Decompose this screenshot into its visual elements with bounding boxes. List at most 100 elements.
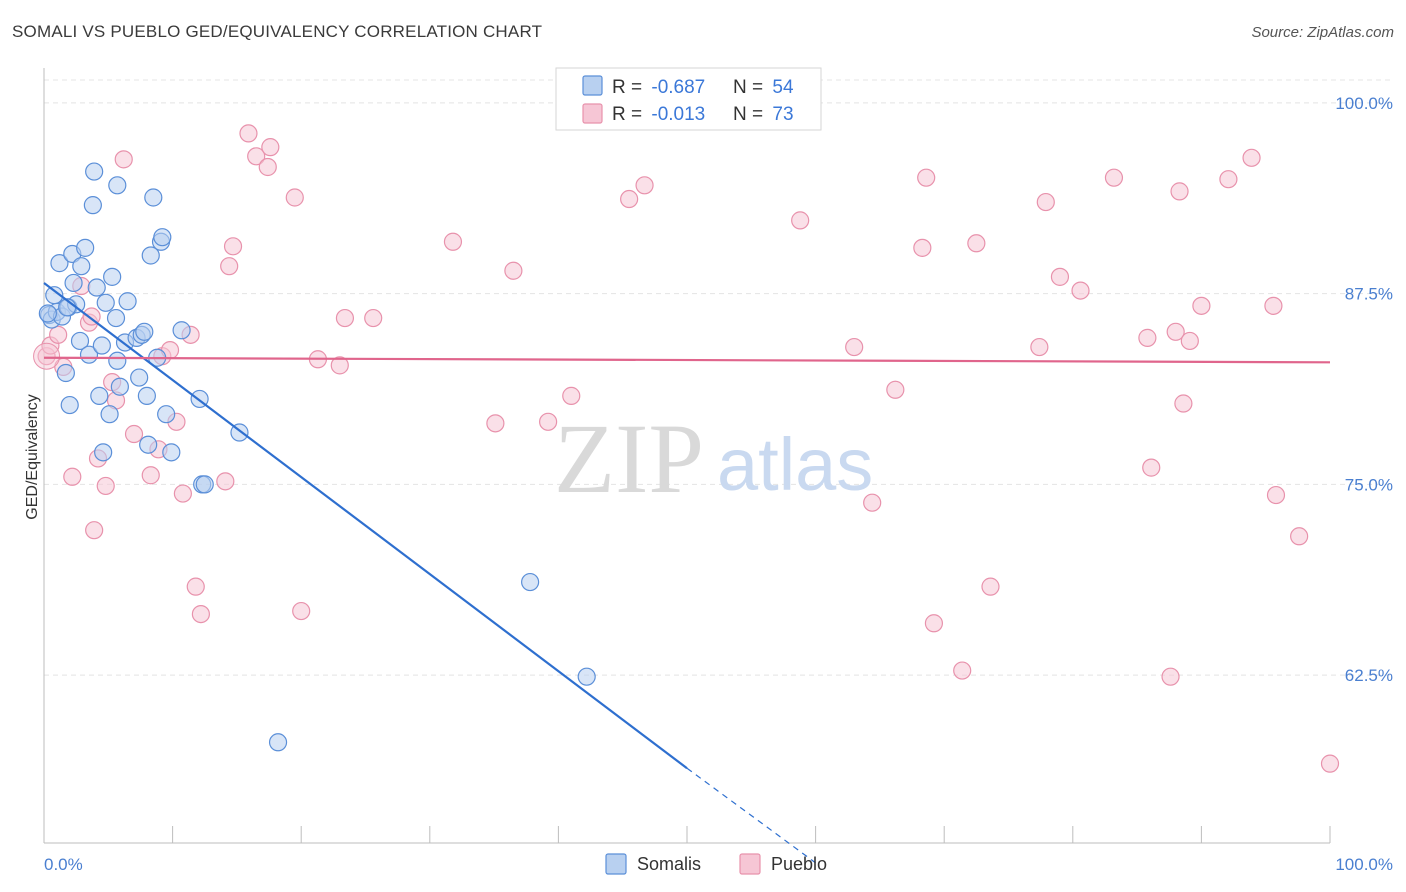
- data-point: [94, 443, 113, 462]
- data-point: [124, 424, 144, 444]
- data-point: [577, 667, 596, 686]
- data-point: [70, 331, 90, 351]
- data-point: [1030, 337, 1049, 357]
- legend-n-value: 73: [772, 104, 793, 125]
- x-tick-label-max: 100.0%: [1335, 855, 1393, 874]
- data-point: [64, 273, 83, 293]
- data-point: [443, 232, 463, 251]
- data-point: [562, 386, 581, 405]
- legend-n-label: N =: [733, 104, 768, 125]
- data-point: [106, 308, 126, 328]
- data-point: [141, 466, 160, 485]
- data-point: [216, 472, 235, 491]
- data-point: [90, 386, 109, 405]
- legend-n-label: N =: [733, 77, 768, 98]
- data-point: [63, 467, 82, 486]
- bottom-legend-label-pueblo: Pueblo: [771, 854, 827, 874]
- data-point: [913, 238, 932, 257]
- legend-box: R = -0.687 N = 54 R = -0.013 N = 73: [555, 67, 822, 131]
- data-point: [60, 395, 79, 415]
- data-point: [539, 412, 558, 431]
- legend-n-value: 54: [772, 77, 794, 98]
- data-point: [268, 733, 288, 752]
- data-point: [173, 484, 192, 503]
- data-point: [92, 336, 111, 355]
- data-point: [135, 322, 154, 341]
- y-tick-label: 75.0%: [1345, 475, 1393, 494]
- bottom-legend: Somalis Pueblo: [605, 853, 827, 875]
- data-point: [1192, 296, 1211, 315]
- data-point: [114, 150, 133, 169]
- legend-swatch-somalis: [582, 75, 603, 96]
- bottom-legend-swatch-pueblo: [739, 853, 761, 875]
- bottom-legend-swatch-somalis: [605, 853, 627, 875]
- data-point: [285, 188, 304, 207]
- data-point: [76, 238, 95, 257]
- data-point: [863, 493, 882, 512]
- data-point: [504, 261, 523, 280]
- data-point: [96, 476, 115, 496]
- data-point: [924, 614, 944, 633]
- data-point: [186, 577, 205, 596]
- data-point: [220, 257, 239, 276]
- chart-title: SOMALI VS PUEBLO GED/EQUIVALENCY CORRELA…: [12, 22, 543, 41]
- legend-row-pueblo: R = -0.013: [612, 104, 705, 125]
- data-point: [1180, 331, 1199, 351]
- data-point: [258, 157, 277, 177]
- data-point: [130, 368, 149, 387]
- data-point: [139, 435, 158, 454]
- data-point: [100, 405, 119, 424]
- trend-line-pueblo: [43, 356, 1331, 364]
- legend-r-label: R =: [612, 77, 647, 98]
- data-point: [247, 147, 266, 166]
- legend-r-value: -0.687: [651, 77, 705, 98]
- legend-swatch-pueblo: [582, 103, 603, 124]
- legend-row-somalis: R = -0.687: [612, 77, 705, 98]
- data-point: [108, 176, 127, 195]
- data-point: [1290, 527, 1309, 546]
- data-point: [96, 293, 115, 312]
- data-point: [195, 475, 214, 494]
- data-point: [330, 356, 349, 375]
- data-point: [162, 443, 181, 462]
- data-point: [335, 308, 355, 328]
- y-tick-label: 87.5%: [1345, 285, 1393, 304]
- data-point: [1242, 148, 1261, 167]
- data-point: [1104, 168, 1124, 187]
- data-point: [1170, 182, 1189, 201]
- data-point: [292, 601, 311, 621]
- trend-lines: [43, 282, 1331, 864]
- data-point: [791, 211, 810, 230]
- data-point: [1138, 328, 1157, 347]
- watermark: ZIP atlas: [554, 403, 873, 514]
- trend-line-somalis-extension: [686, 767, 816, 864]
- data-point: [49, 325, 68, 344]
- data-point: [1071, 281, 1090, 300]
- data-point: [153, 228, 172, 247]
- data-point: [1266, 485, 1286, 505]
- pueblo-series: [33, 124, 1340, 773]
- y-tick-labels: 100.0% 87.5% 75.0% 62.5%: [1335, 94, 1393, 685]
- data-point: [1050, 267, 1070, 286]
- x-tick-label-min: 0.0%: [44, 855, 83, 874]
- data-point: [172, 321, 191, 340]
- data-point: [1142, 458, 1161, 477]
- data-point-large: [33, 342, 61, 370]
- legend-r-label: R =: [612, 104, 647, 125]
- source-label: Source: ZipAtlas.com: [1251, 24, 1394, 41]
- data-point: [1219, 170, 1238, 189]
- data-point: [981, 577, 1000, 596]
- data-point: [917, 168, 936, 187]
- data-point: [144, 188, 163, 207]
- y-tick-label: 100.0%: [1335, 94, 1393, 113]
- data-point: [223, 237, 243, 256]
- watermark-atlas: atlas: [717, 423, 873, 506]
- legend-r-value: -0.013: [651, 104, 705, 125]
- data-point: [620, 189, 639, 209]
- somali-series: [38, 162, 596, 752]
- data-point: [103, 267, 122, 286]
- bottom-legend-label-somalis: Somalis: [637, 854, 701, 874]
- data-point: [261, 138, 280, 157]
- data-point: [1264, 296, 1283, 315]
